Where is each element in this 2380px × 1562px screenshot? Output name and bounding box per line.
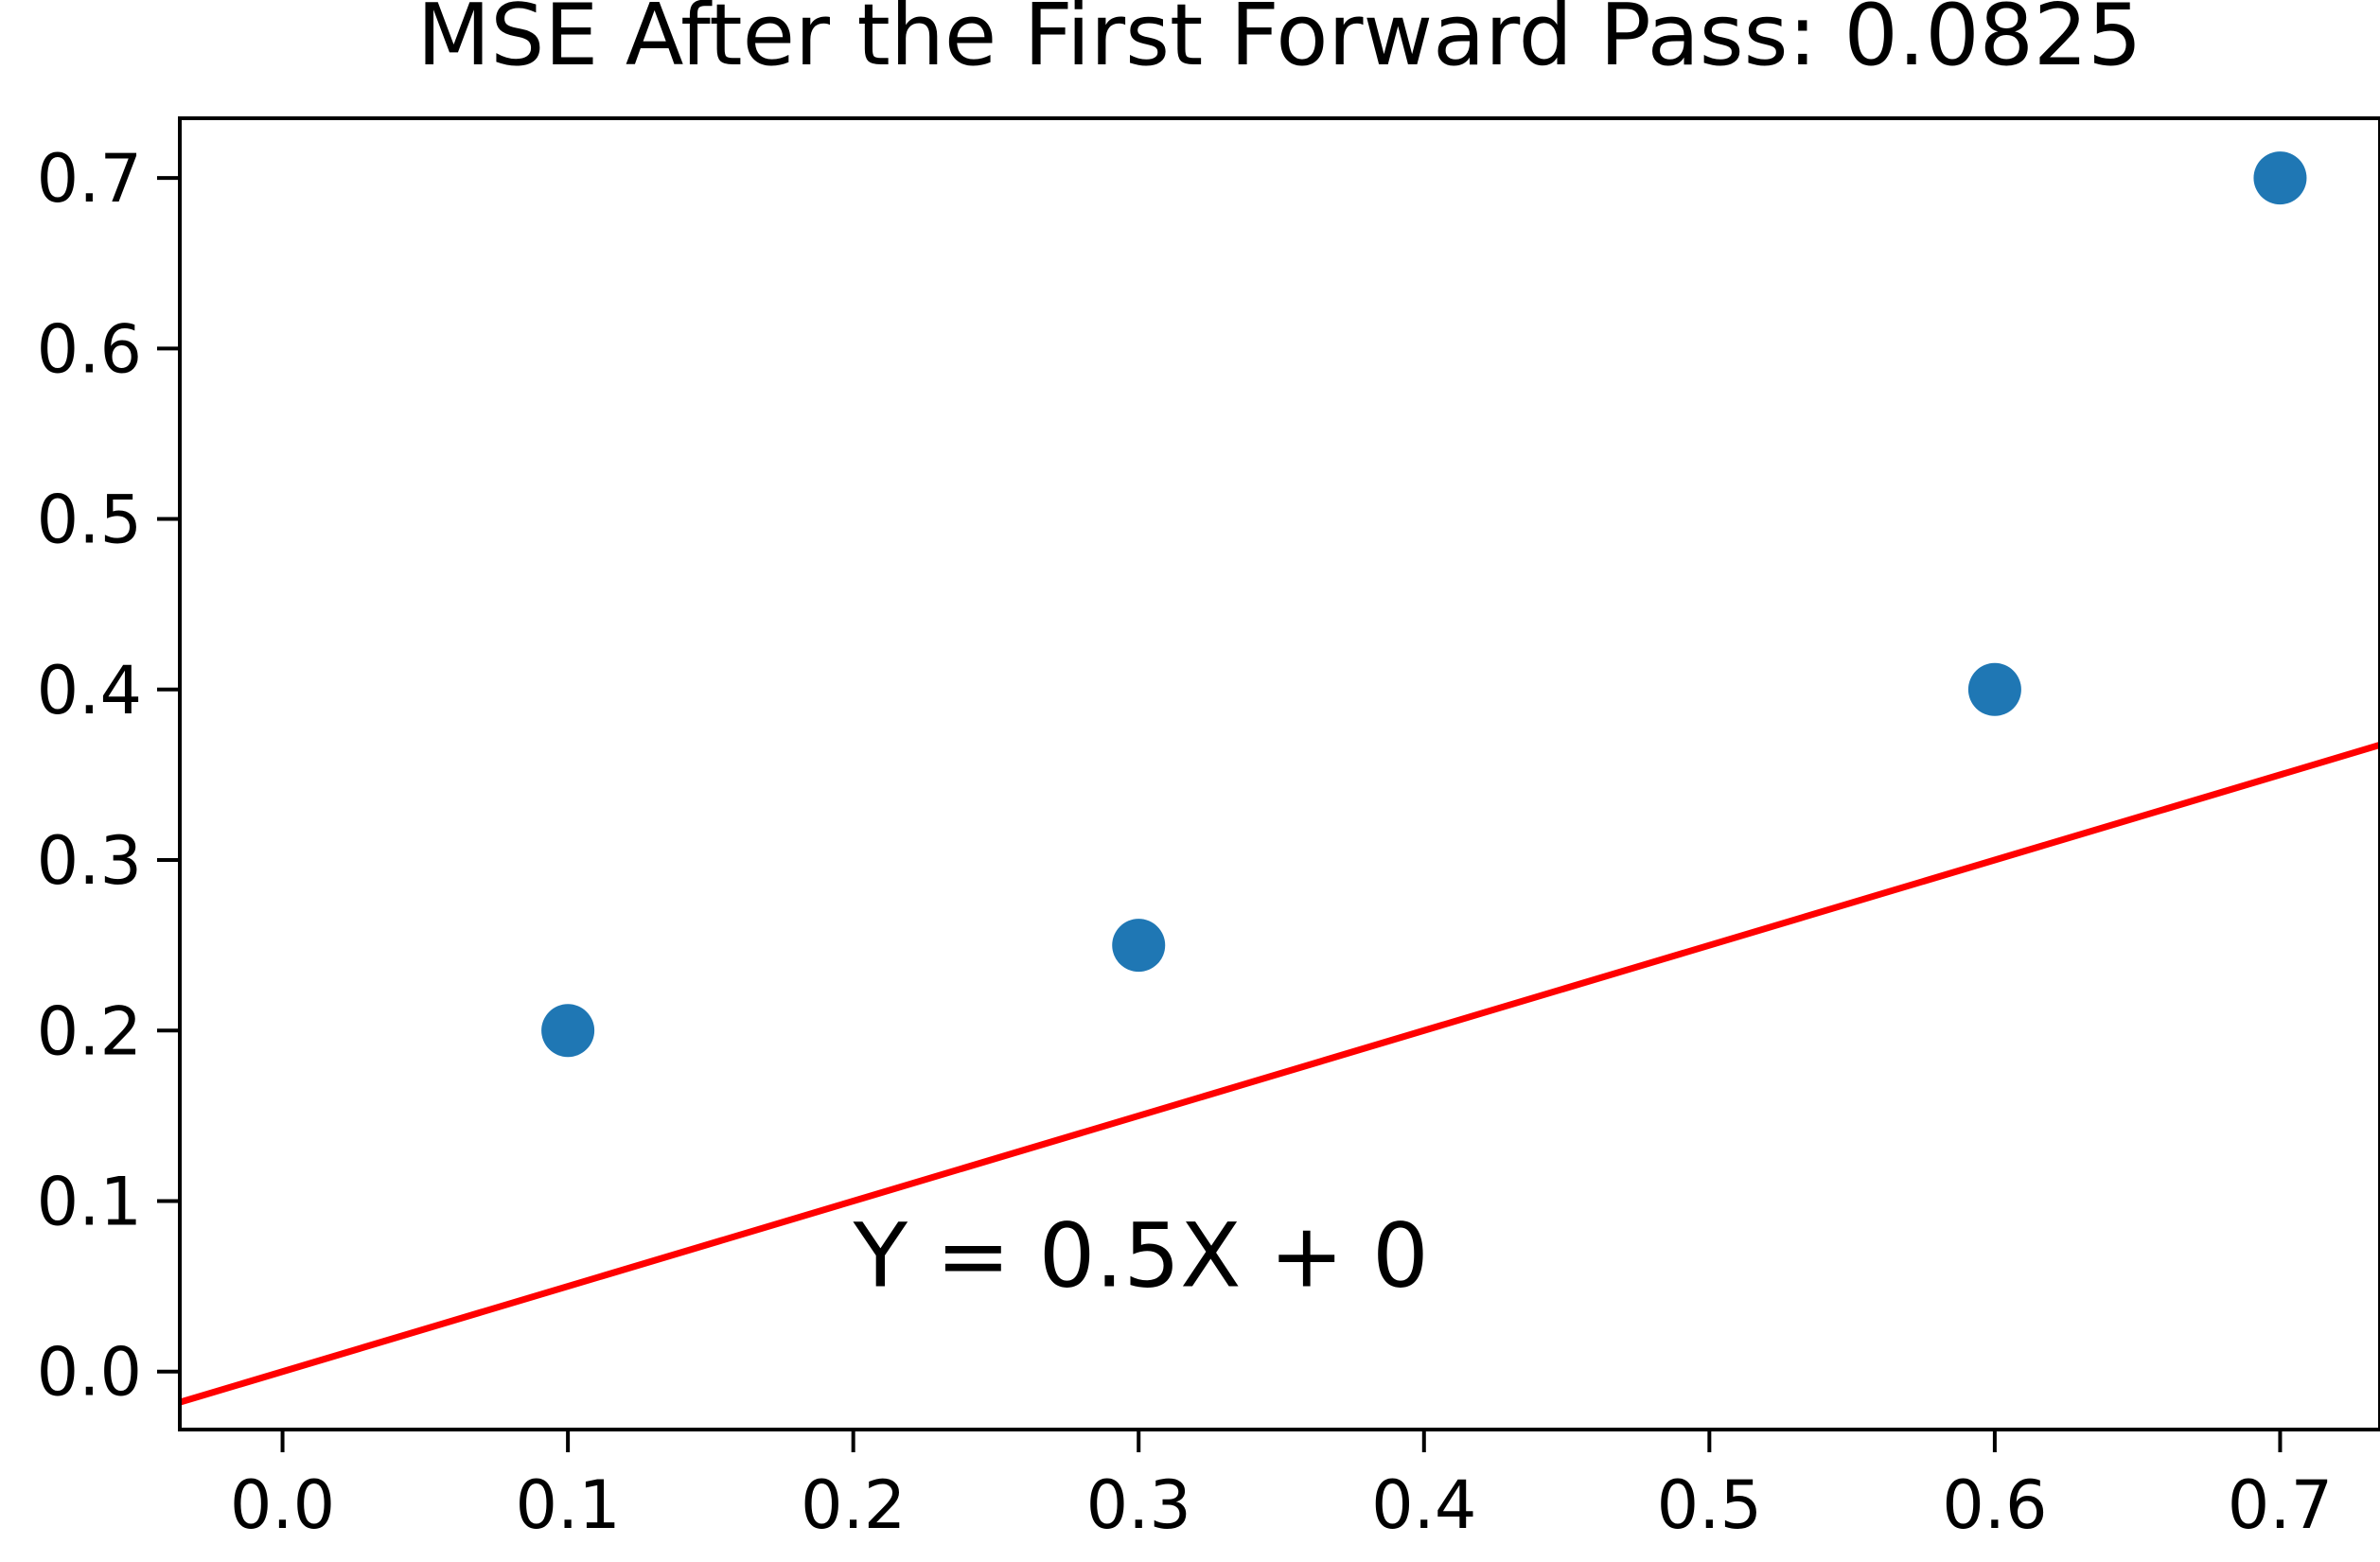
y-tick-label: 0.3	[37, 822, 142, 900]
data-point-3	[1967, 662, 2021, 716]
axes-frame	[178, 116, 2380, 1431]
chart-title: MSE After the First Forward Pass: 0.0825	[417, 0, 2142, 85]
y-tick-label: 0.1	[37, 1163, 142, 1240]
x-tick-label: 0.1	[515, 1466, 620, 1544]
axis-ticks: 0.0 0.1 0.2 0.3 0.4 0.5 0.6 0.7 0.0 0.1 0.2 0.3 0.4 0…	[37, 140, 2333, 1544]
y-tick-label: 0.7	[37, 140, 142, 218]
x-tick-label: 0.5	[1657, 1466, 1762, 1544]
data-point-1	[541, 1004, 595, 1058]
y-tick-label: 0.4	[37, 652, 142, 729]
line-equation-annotation: Y = 0.5X + 0	[853, 1205, 1429, 1308]
y-tick-label: 0.5	[37, 482, 142, 559]
x-tick-label: 0.3	[1086, 1466, 1191, 1544]
data-point-2	[1112, 919, 1166, 973]
y-tick-label: 0.2	[37, 992, 142, 1070]
data-point-4	[2253, 151, 2307, 205]
regression-line	[180, 742, 2380, 1406]
y-tick-label: 0.6	[37, 310, 142, 388]
x-tick-label: 0.7	[2228, 1466, 2333, 1544]
plot-area	[180, 151, 2380, 1406]
x-tick-label: 0.0	[230, 1466, 335, 1544]
x-tick-label: 0.4	[1371, 1466, 1476, 1544]
y-tick-label: 0.0	[37, 1334, 142, 1412]
x-tick-label: 0.2	[801, 1466, 906, 1544]
x-tick-label: 0.6	[1942, 1466, 2047, 1544]
